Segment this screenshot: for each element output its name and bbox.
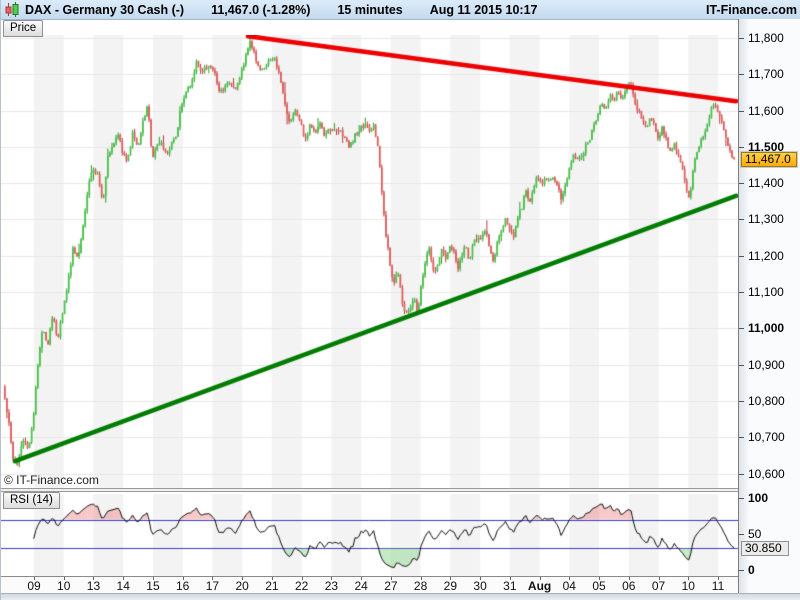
x-axis-label: 09 [27, 579, 41, 593]
price-tick-label: 11,100 [748, 285, 784, 300]
price-tick-label: 11,400 [748, 176, 784, 191]
x-axis-tick [361, 577, 363, 580]
rsi-tick [739, 498, 744, 499]
x-axis-label: 28 [413, 579, 428, 593]
y-axis: 11,467.0 30.850 11,800 11,700 11,600 11,500… [738, 19, 800, 593]
x-axis-tick [718, 577, 720, 580]
x-axis-label: 23 [324, 579, 339, 593]
title-bar: DAX - Germany 30 Cash (-) 11,467.0 (-1.2… [1, 0, 800, 20]
rsi-chart-canvas[interactable] [1, 494, 738, 576]
x-axis-label: 30 [473, 579, 487, 593]
x-axis-label: 20 [235, 579, 249, 593]
price-tick-label: 10,600 [748, 466, 785, 481]
instrument-title: DAX - Germany 30 Cash (-) [25, 2, 185, 17]
brand-label: IT-Finance.com [706, 2, 797, 17]
x-axis-tick [569, 577, 571, 580]
x-axis-label: 04 [562, 579, 576, 593]
candlestick-icon [5, 2, 19, 17]
price-tick [739, 256, 744, 257]
price-tick-label: 10,700 [748, 430, 785, 445]
x-axis-label: 13 [86, 579, 101, 593]
x-axis-tick [182, 577, 184, 580]
x-axis-label: 07 [651, 579, 666, 593]
price-tick-label: 11,500 [748, 139, 785, 154]
x-axis-label: 16 [176, 579, 190, 593]
x-axis-label: 10 [681, 579, 695, 593]
rsi-tick [739, 570, 744, 571]
price-tick-label: 11,200 [748, 248, 784, 263]
bottom-resize-strip[interactable] [1, 593, 800, 600]
x-axis-label: 17 [205, 579, 220, 593]
x-axis-tick [420, 577, 422, 580]
price-tick [739, 365, 744, 366]
x-axis-label: 27 [384, 579, 398, 593]
price-tick [739, 147, 744, 148]
x-axis-tick [450, 577, 452, 580]
x-axis-tick [242, 577, 244, 580]
x-axis-label: 11 [711, 579, 725, 593]
x-axis-tick [390, 577, 392, 580]
timeframe-label: 15 minutes [337, 2, 403, 17]
x-axis-tick [509, 577, 511, 580]
x-axis-tick [123, 577, 125, 580]
x-axis-label: 22 [294, 579, 309, 593]
x-axis-label: Aug [527, 579, 552, 593]
x-axis-label: 05 [592, 579, 606, 593]
price-tick-label: 10,900 [748, 357, 785, 372]
x-axis-tick [539, 577, 541, 580]
price-tick [739, 437, 744, 438]
price-tick [739, 74, 744, 75]
x-axis-tick [63, 577, 65, 580]
x-axis: 09 10 13 14 15 16 17 20 21 22 23 24 27 28 29 30 31 Aug 04 0… [1, 576, 738, 593]
rsi-tick [739, 534, 744, 535]
x-axis-label: 06 [622, 579, 636, 593]
x-axis-tick [658, 577, 660, 580]
x-axis-tick [331, 577, 333, 580]
tab-rsi[interactable]: RSI (14) [3, 492, 60, 509]
x-axis-tick [212, 577, 214, 580]
price-tick-label: 11,700 [748, 67, 784, 82]
price-chart-canvas[interactable] [1, 35, 738, 489]
datetime-label: Aug 11 2015 10:17 [429, 2, 538, 17]
price-tick-label: 11,800 [748, 31, 784, 45]
rsi-tick-label: 100 [748, 491, 769, 505]
last-price-badge: 11,467.0 [740, 150, 798, 168]
price-tick [739, 401, 744, 402]
x-axis-tick [688, 577, 690, 580]
x-axis-tick [628, 577, 630, 580]
price-tick [739, 111, 744, 112]
price-tick [739, 38, 744, 39]
x-axis-label: 14 [116, 579, 130, 593]
price-tick [739, 328, 744, 329]
x-axis-tick [480, 577, 482, 580]
x-axis-tick [93, 577, 95, 580]
x-axis-label: 31 [503, 579, 517, 593]
price-tick-label: 10,800 [748, 393, 785, 408]
copyright-watermark: © IT-Finance.com [4, 473, 99, 487]
x-axis-tick [152, 577, 154, 580]
x-axis-label: 21 [265, 579, 279, 593]
x-axis-tick [34, 577, 35, 580]
x-axis-tick [271, 577, 273, 580]
last-quote: 11,467.0 (-1.28%) [211, 2, 311, 17]
rsi-tick-label: 50 [748, 527, 762, 541]
x-axis-tick [301, 577, 303, 580]
rsi-value-badge: 30.850 [741, 540, 789, 556]
price-tick-label: 11,000 [748, 321, 785, 336]
x-axis-label: 24 [354, 579, 368, 593]
price-tick [739, 219, 744, 220]
x-axis-tick [599, 577, 601, 580]
x-axis-label: 15 [146, 579, 160, 593]
x-axis-label: 29 [443, 579, 458, 593]
price-tick-label: 11,300 [748, 212, 784, 227]
x-axis-label: 10 [57, 579, 71, 593]
rsi-tick-label: 0 [748, 563, 755, 577]
pane-divider[interactable] [1, 488, 738, 492]
tab-price[interactable]: Price [3, 20, 44, 37]
price-tick [739, 474, 744, 475]
price-tick [739, 292, 744, 293]
price-tick [739, 183, 744, 184]
price-tick-label: 11,600 [748, 103, 784, 118]
